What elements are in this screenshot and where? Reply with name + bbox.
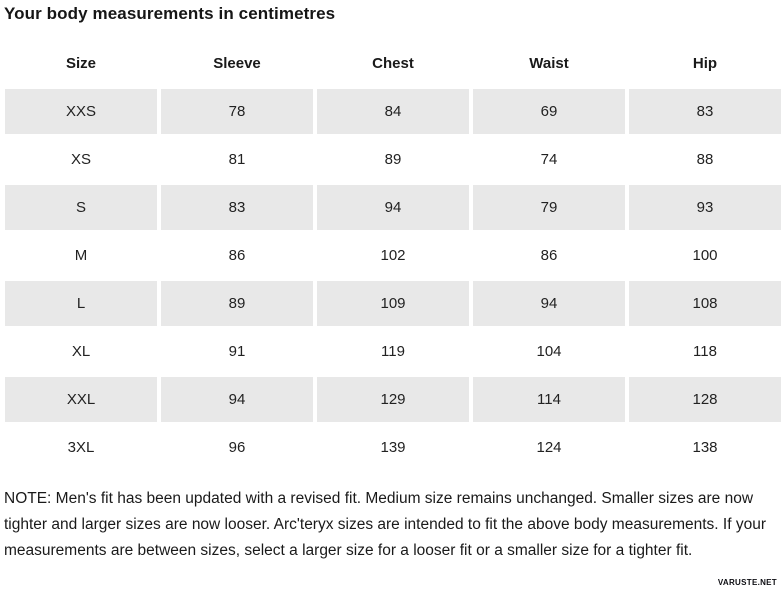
cell-s-chest: 94 [317,185,469,230]
page-title: Your body measurements in centimetres [4,4,336,23]
cell-3xl-hip: 138 [629,425,781,470]
cell-xl-size: XL [5,329,157,374]
varuste-net-watermark: VARUSTE.NET [717,578,777,587]
cell-xxl-chest: 129 [317,377,469,422]
cell-xs-sleeve: 81 [161,137,313,182]
cell-xs-waist: 74 [473,137,625,182]
cell-m-size: M [5,233,157,278]
cell-m-chest: 102 [317,233,469,278]
cell-xl-chest: 119 [317,329,469,374]
cell-xxl-sleeve: 94 [161,377,313,422]
cell-m-sleeve: 86 [161,233,313,278]
cell-l-chest: 109 [317,281,469,326]
cell-xl-hip: 118 [629,329,781,374]
cell-xl-waist: 104 [473,329,625,374]
cell-xxs-size: XXS [5,89,157,134]
size-table: Size Sleeve Chest Waist Hip XXS 78 84 69… [5,42,781,470]
cell-l-sleeve: 89 [161,281,313,326]
cell-xs-chest: 89 [317,137,469,182]
column-header-chest: Chest [317,42,469,86]
cell-l-waist: 94 [473,281,625,326]
column-header-size: Size [5,42,157,86]
cell-xxs-waist: 69 [473,89,625,134]
cell-3xl-chest: 139 [317,425,469,470]
cell-xl-sleeve: 91 [161,329,313,374]
cell-xs-size: XS [5,137,157,182]
cell-xs-hip: 88 [629,137,781,182]
cell-3xl-size: 3XL [5,425,157,470]
cell-xxs-hip: 83 [629,89,781,134]
cell-s-hip: 93 [629,185,781,230]
cell-3xl-waist: 124 [473,425,625,470]
cell-m-waist: 86 [473,233,625,278]
cell-xxl-waist: 114 [473,377,625,422]
cell-l-size: L [5,281,157,326]
column-header-waist: Waist [473,42,625,86]
cell-s-size: S [5,185,157,230]
cell-m-hip: 100 [629,233,781,278]
cell-xxs-chest: 84 [317,89,469,134]
cell-l-hip: 108 [629,281,781,326]
cell-3xl-sleeve: 96 [161,425,313,470]
column-header-sleeve: Sleeve [161,42,313,86]
cell-xxs-sleeve: 78 [161,89,313,134]
cell-s-waist: 79 [473,185,625,230]
cell-s-sleeve: 83 [161,185,313,230]
fit-note-text: NOTE: Men's fit has been updated with a … [4,490,766,559]
cell-xxl-hip: 128 [629,377,781,422]
column-header-hip: Hip [629,42,781,86]
cell-xxl-size: XXL [5,377,157,422]
